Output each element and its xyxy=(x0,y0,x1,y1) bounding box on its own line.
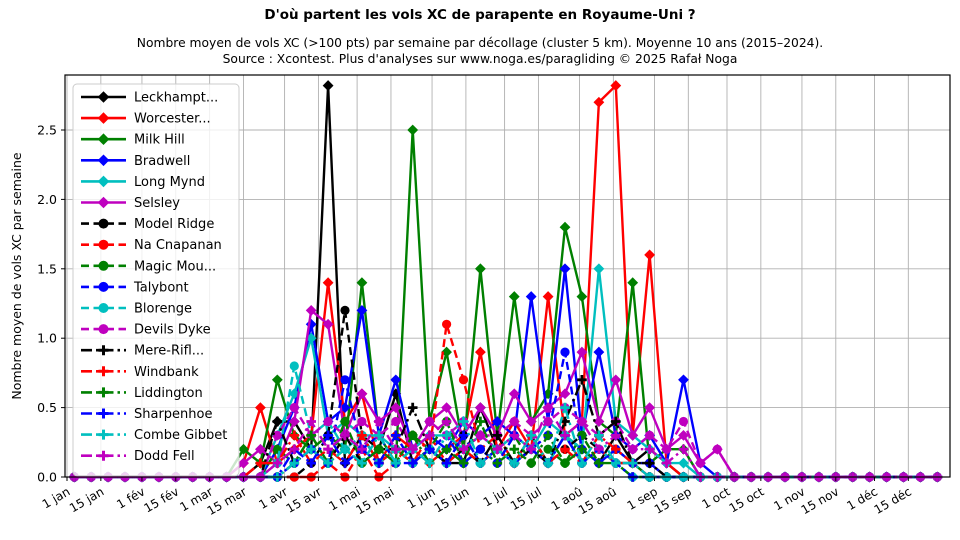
legend-label: Mere-Rifl... xyxy=(134,344,204,359)
x-tick-label: 1 fév xyxy=(114,484,147,511)
legend-label: Talybont xyxy=(133,280,189,295)
legend-label: Selsley xyxy=(134,196,180,211)
chart-subtitle-line1: Nombre moyen de vols XC (>100 pts) par s… xyxy=(136,36,824,50)
x-tick-label: 15 fév xyxy=(142,484,182,515)
legend-item-Milk Hill: Milk Hill xyxy=(81,133,185,148)
x-tick-label: 1 oct xyxy=(699,484,732,511)
legend-label: Leckhampt... xyxy=(134,91,218,106)
chart-subtitle-line2: Source : Xcontest. Plus d'analyses sur w… xyxy=(222,52,738,66)
legend-label: Magic Mou... xyxy=(134,259,216,274)
legend-label: Liddington xyxy=(134,386,203,401)
x-tick-label: 1 jan xyxy=(40,484,73,511)
x-tick-label: 15 jul xyxy=(508,484,544,513)
legend-item-Dodd Fell: Dodd Fell xyxy=(81,449,195,464)
legend-item-Worcester...: Worcester... xyxy=(81,112,211,127)
legend-label: Windbank xyxy=(134,365,199,380)
legend-item-Selsley: Selsley xyxy=(81,196,180,211)
legend-item-Windbank: Windbank xyxy=(81,365,199,380)
legend-item-Long Mynd: Long Mynd xyxy=(81,175,205,190)
x-tick-label: 1 jun xyxy=(405,484,438,511)
legend-label: Sharpenhoe xyxy=(134,407,212,422)
legend-item-Model Ridge: Model Ridge xyxy=(81,217,214,232)
x-tick-label: 15 mar xyxy=(205,484,249,518)
chart-title: D'où partent les vols XC de parapente en… xyxy=(264,7,696,23)
x-tick-label: 15 avr xyxy=(284,484,324,515)
legend-item-Blorenge: Blorenge xyxy=(81,302,192,317)
x-tick-label: 15 déc xyxy=(872,484,914,516)
x-tick-label: 15 nov xyxy=(799,484,842,517)
legend-item-Combe Gibbet: Combe Gibbet xyxy=(81,428,227,443)
plot-border xyxy=(64,74,951,478)
legend-item-Mere-Rifl...: Mere-Rifl... xyxy=(81,344,204,359)
y-tick-label: 2.5 xyxy=(37,123,57,138)
legend-item-Leckhampt...: Leckhampt... xyxy=(81,91,218,106)
y-tick-label: 0.5 xyxy=(37,400,57,415)
x-tick-label: 15 sep xyxy=(652,484,694,516)
y-tick-label: 2.0 xyxy=(37,192,57,207)
y-tick-label: 0.0 xyxy=(37,470,57,485)
legend-label: Long Mynd xyxy=(134,175,205,190)
y-tick-label: 1.5 xyxy=(37,261,57,276)
legend-item-Devils Dyke: Devils Dyke xyxy=(81,323,211,338)
legend-label: Na Cnapanan xyxy=(134,238,222,253)
legend-label: Worcester... xyxy=(134,112,211,127)
legend-label: Model Ridge xyxy=(134,217,214,232)
x-tick-label: 15 jan xyxy=(67,484,106,515)
x-tick-label: 1 jul xyxy=(481,484,510,509)
legend: Leckhampt... Worcester... Milk Hill Bradwel… xyxy=(72,83,240,477)
legend-item-Sharpenhoe: Sharpenhoe xyxy=(81,407,212,422)
title-block: D'où partent les vols XC de parapente en… xyxy=(0,0,960,66)
x-tick-label: 15 aoû xyxy=(576,484,619,517)
legend-label: Devils Dyke xyxy=(134,323,211,338)
legend-item-Talybont: Talybont xyxy=(81,280,189,295)
x-tick-label: 15 jun xyxy=(432,484,472,515)
legend-item-Na Cnapanan: Na Cnapanan xyxy=(81,238,222,253)
legend-label: Milk Hill xyxy=(134,133,185,148)
legend-label: Bradwell xyxy=(134,154,190,169)
x-tick-label: 15 oct xyxy=(727,484,767,515)
legend-item-Bradwell: Bradwell xyxy=(81,154,190,169)
y-tick-label: 1.0 xyxy=(37,331,57,346)
legend-item-Liddington: Liddington xyxy=(81,386,203,401)
legend-item-Magic Mou...: Magic Mou... xyxy=(81,259,216,274)
x-tick-label: 15 mai xyxy=(354,484,397,517)
legend-label: Blorenge xyxy=(134,302,192,317)
y-axis-label: Nombre moyen de vols XC par semaine xyxy=(9,152,24,400)
legend-label: Combe Gibbet xyxy=(134,428,227,443)
legend-label: Dodd Fell xyxy=(134,449,195,464)
